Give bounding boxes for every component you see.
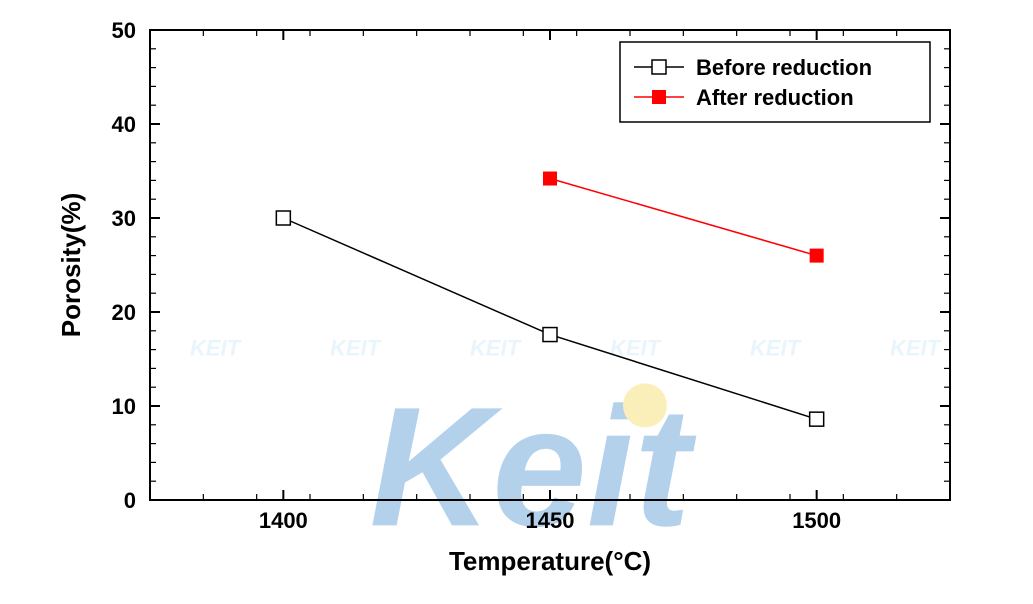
watermark-small: KEIT — [890, 335, 942, 360]
x-tick-label: 1450 — [526, 508, 575, 533]
y-tick-label: 40 — [112, 112, 136, 137]
legend-label: After reduction — [696, 85, 854, 110]
marker-before — [276, 211, 290, 225]
legend-swatch-marker — [652, 60, 666, 74]
y-tick-label: 50 — [112, 18, 136, 43]
legend-box — [620, 42, 930, 122]
watermark-dot — [623, 383, 667, 427]
legend-swatch-marker — [652, 90, 666, 104]
porosity-chart: KEITKEITKEITKEITKEITKEITKeit140014501500… — [0, 0, 1033, 604]
y-tick-label: 10 — [112, 394, 136, 419]
y-tick-label: 30 — [112, 206, 136, 231]
watermark-small: KEIT — [330, 335, 382, 360]
series-line-after — [550, 179, 817, 256]
x-tick-label: 1500 — [792, 508, 841, 533]
marker-after — [543, 172, 557, 186]
marker-before — [810, 412, 824, 426]
y-tick-label: 0 — [124, 488, 136, 513]
marker-before — [543, 328, 557, 342]
watermark-small: KEIT — [750, 335, 802, 360]
watermark-small: KEIT — [470, 335, 522, 360]
y-tick-label: 20 — [112, 300, 136, 325]
chart-container: KEITKEITKEITKEITKEITKEITKeit140014501500… — [0, 0, 1033, 604]
y-axis-title: Porosity(%) — [56, 193, 86, 337]
watermark-small: KEIT — [190, 335, 242, 360]
x-axis-title: Temperature(°C) — [449, 546, 651, 576]
marker-after — [810, 249, 824, 263]
x-tick-label: 1400 — [259, 508, 308, 533]
legend-label: Before reduction — [696, 55, 872, 80]
